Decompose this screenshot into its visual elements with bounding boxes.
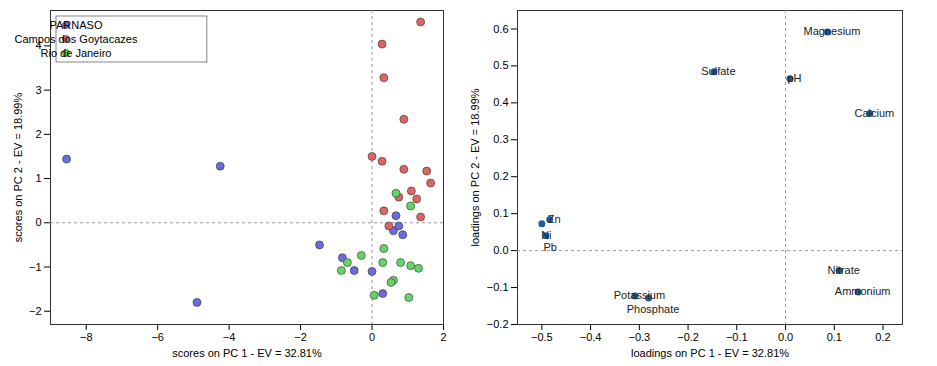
svg-text:−8: −8 (80, 331, 93, 343)
svg-text:−0.5: −0.5 (531, 331, 553, 343)
svg-text:−0.1: −0.1 (487, 281, 509, 293)
svg-text:0.6: 0.6 (493, 22, 508, 34)
svg-text:0.1: 0.1 (493, 207, 508, 219)
svg-text:Zn: Zn (548, 213, 561, 225)
svg-text:0: 0 (35, 216, 41, 228)
svg-text:0.4: 0.4 (493, 96, 508, 108)
svg-text:scores on PC 2 - EV = 18.99%: scores on PC 2 - EV = 18.99% (12, 93, 24, 243)
svg-text:0.2: 0.2 (875, 331, 890, 343)
svg-text:loadings on PC 2 - EV = 18.99%: loadings on PC 2 - EV = 18.99% (469, 88, 481, 246)
svg-text:PARNASO: PARNASO (50, 19, 103, 31)
svg-text:Sulfate: Sulfate (701, 65, 735, 77)
svg-text:0: 0 (369, 331, 375, 343)
svg-text:Ni: Ni (541, 229, 551, 241)
svg-text:Phosphate: Phosphate (627, 303, 680, 315)
svg-text:1: 1 (35, 172, 41, 184)
svg-text:Magnesium: Magnesium (804, 25, 861, 37)
svg-text:0.2: 0.2 (493, 170, 508, 182)
svg-text:−0.2: −0.2 (677, 331, 699, 343)
svg-text:pH: pH (787, 72, 801, 84)
svg-text:Calcium: Calcium (854, 107, 894, 119)
svg-text:Ammonium: Ammonium (835, 285, 891, 297)
svg-text:0.5: 0.5 (493, 59, 508, 71)
svg-text:scores on PC 1 - EV = 32.81%: scores on PC 1 - EV = 32.81% (172, 347, 322, 359)
svg-text:0.0: 0.0 (778, 331, 793, 343)
svg-text:Campos dos Goytacazes: Campos dos Goytacazes (15, 33, 138, 45)
svg-text:2: 2 (440, 331, 446, 343)
svg-text:−6: −6 (151, 331, 164, 343)
svg-text:loadings on PC 1 - EV = 32.81%: loadings on PC 1 - EV = 32.81% (631, 347, 789, 359)
svg-text:3: 3 (35, 84, 41, 96)
svg-text:−4: −4 (223, 331, 236, 343)
svg-text:Potassium: Potassium (614, 289, 665, 301)
svg-text:−2: −2 (294, 331, 307, 343)
svg-text:Nitrate: Nitrate (827, 264, 859, 276)
svg-text:−0.2: −0.2 (487, 318, 509, 330)
svg-text:−1: −1 (29, 261, 42, 273)
svg-text:2: 2 (35, 128, 41, 140)
svg-text:0.1: 0.1 (827, 331, 842, 343)
svg-text:−2: −2 (29, 305, 42, 317)
svg-text:−0.1: −0.1 (726, 331, 748, 343)
svg-text:0.3: 0.3 (493, 133, 508, 145)
svg-text:Rio de Janeiro: Rio de Janeiro (41, 47, 112, 59)
svg-text:−0.3: −0.3 (628, 331, 650, 343)
svg-text:0.0: 0.0 (493, 244, 508, 256)
svg-text:−0.4: −0.4 (580, 331, 602, 343)
svg-text:Pb: Pb (544, 241, 557, 253)
